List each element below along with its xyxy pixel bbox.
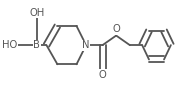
- Text: OH: OH: [29, 8, 45, 18]
- Text: B: B: [33, 40, 40, 50]
- Text: N: N: [82, 40, 90, 50]
- Text: HO: HO: [2, 40, 17, 50]
- Text: O: O: [112, 24, 120, 34]
- Text: O: O: [99, 70, 106, 80]
